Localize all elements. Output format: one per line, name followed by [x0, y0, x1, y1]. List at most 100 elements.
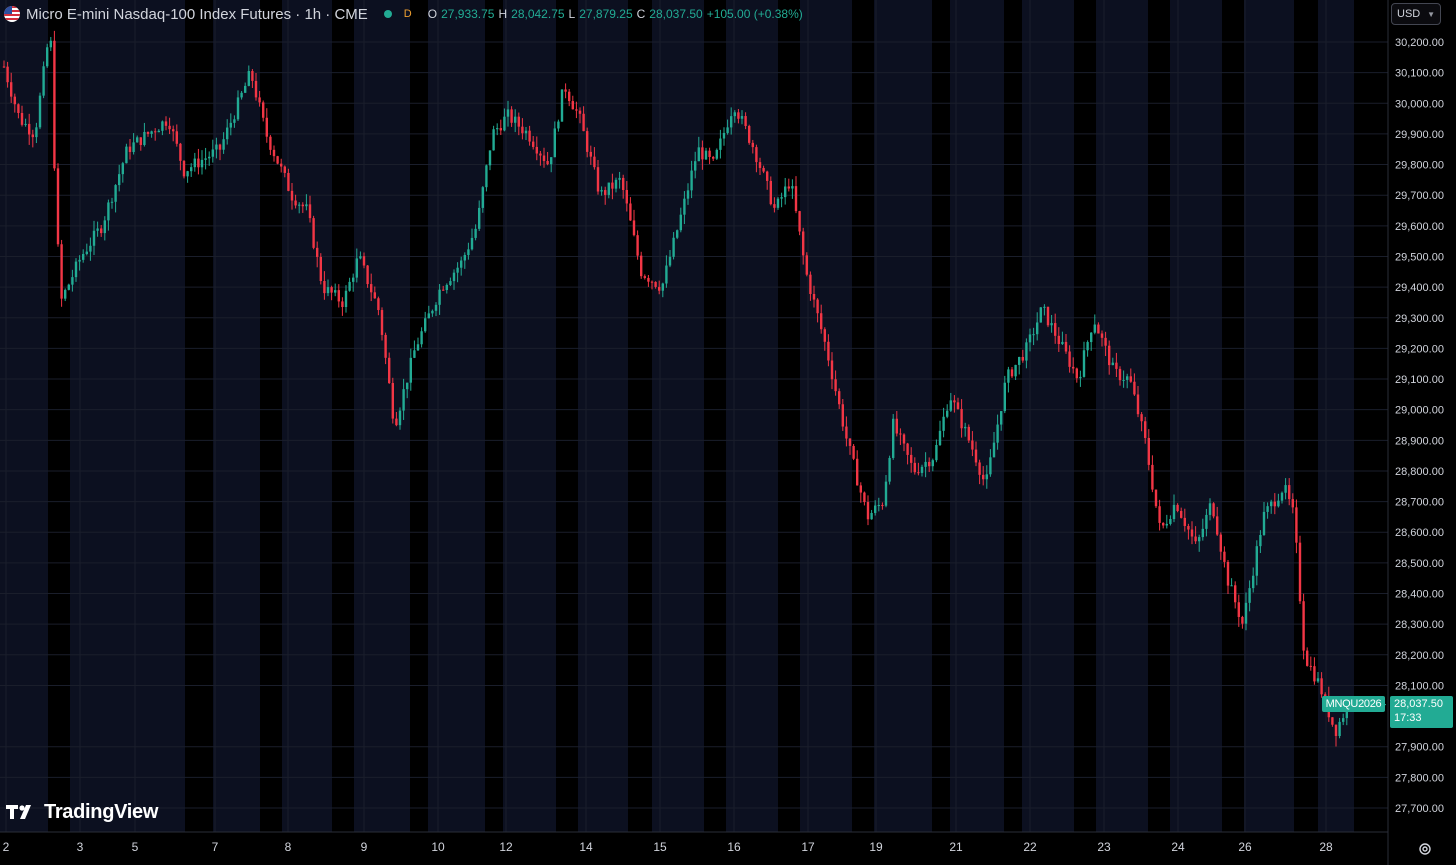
candle — [917, 462, 920, 476]
candle — [1342, 713, 1345, 726]
data-badge[interactable]: D — [403, 8, 412, 20]
candle — [348, 277, 351, 292]
candle — [733, 110, 736, 123]
close-value: 28,037.50 — [649, 7, 703, 21]
x-tick-label: 21 — [949, 840, 963, 854]
candle — [1082, 341, 1086, 378]
candle — [1025, 338, 1028, 369]
candle — [1126, 373, 1129, 389]
y-tick-label: 27,700.00 — [1395, 803, 1444, 815]
candle — [1216, 506, 1219, 536]
candle — [1090, 332, 1093, 351]
y-tick-label: 28,600.00 — [1395, 527, 1444, 539]
candle — [200, 150, 204, 175]
candle — [265, 108, 268, 143]
candle — [550, 157, 553, 173]
candle — [870, 509, 873, 520]
candle — [74, 258, 78, 282]
candle — [330, 285, 333, 301]
us-flag-icon[interactable] — [4, 6, 20, 22]
candle — [625, 181, 628, 212]
candle — [100, 224, 103, 237]
candle — [334, 283, 337, 297]
x-tick-label: 7 — [212, 840, 219, 854]
candle — [157, 129, 160, 133]
session-band — [1244, 0, 1294, 832]
session-band — [726, 0, 778, 832]
currency-selector[interactable]: USD ▼ — [1391, 3, 1441, 25]
candle — [1014, 364, 1017, 380]
candle — [132, 133, 135, 155]
symbol-title[interactable]: Micro E-mini Nasdaq-100 Index Futures · … — [26, 5, 368, 23]
candle — [251, 69, 254, 88]
candle — [1277, 493, 1280, 508]
candle — [323, 271, 326, 300]
candle — [362, 252, 366, 269]
candle — [654, 281, 657, 289]
candle — [946, 404, 949, 419]
candle — [1273, 493, 1276, 515]
candle — [762, 165, 765, 174]
candle — [1266, 502, 1269, 519]
candle — [546, 151, 549, 166]
candle — [506, 100, 510, 127]
candle — [1147, 429, 1150, 471]
candle — [661, 282, 664, 298]
candle — [1122, 370, 1125, 388]
tradingview-logo[interactable]: TradingView — [6, 798, 158, 826]
session-band — [1096, 0, 1148, 832]
candle — [881, 502, 884, 510]
y-tick-label: 29,900.00 — [1395, 129, 1444, 141]
candle — [1032, 327, 1035, 346]
y-tick-label: 27,800.00 — [1395, 772, 1444, 784]
candle — [614, 177, 618, 193]
candle — [589, 145, 592, 165]
candle — [431, 309, 434, 317]
candle — [856, 450, 859, 486]
candle — [1313, 657, 1316, 685]
low-key: L — [568, 7, 576, 21]
candle — [751, 139, 754, 154]
candle — [1176, 503, 1179, 513]
candle — [492, 125, 495, 151]
candle — [1280, 491, 1284, 504]
candle — [222, 132, 225, 154]
candle — [254, 72, 258, 101]
candle — [49, 36, 52, 52]
y-tick-label: 29,300.00 — [1395, 313, 1444, 325]
candle — [341, 297, 344, 316]
candle — [35, 122, 38, 144]
candle — [146, 131, 150, 137]
candle — [694, 151, 697, 179]
settings-gear-icon[interactable] — [1414, 838, 1436, 860]
tradingview-logo-icon — [6, 803, 38, 821]
candle — [1108, 340, 1111, 375]
candle — [373, 286, 376, 299]
candle — [780, 192, 783, 208]
market-status-dot[interactable] — [383, 10, 392, 18]
candle — [539, 150, 542, 166]
candle — [280, 158, 283, 173]
candle — [593, 147, 596, 170]
candle — [600, 186, 603, 196]
candle — [622, 174, 625, 199]
y-tick-label: 29,800.00 — [1395, 160, 1444, 172]
candle — [852, 444, 855, 461]
candle — [1338, 717, 1341, 739]
candle — [352, 273, 355, 292]
y-tick-label: 29,500.00 — [1395, 251, 1444, 263]
candle — [542, 147, 546, 168]
candle — [953, 395, 956, 413]
candle — [384, 332, 387, 365]
chart-legend: Micro E-mini Nasdaq-100 Index Futures · … — [4, 4, 803, 24]
candle — [240, 90, 243, 100]
y-tick-label: 30,100.00 — [1395, 68, 1444, 80]
candle — [1288, 478, 1291, 506]
x-tick-label: 5 — [132, 840, 139, 854]
candle — [424, 311, 427, 333]
candle — [388, 352, 391, 385]
candle — [24, 118, 27, 127]
session-band — [950, 0, 1004, 832]
